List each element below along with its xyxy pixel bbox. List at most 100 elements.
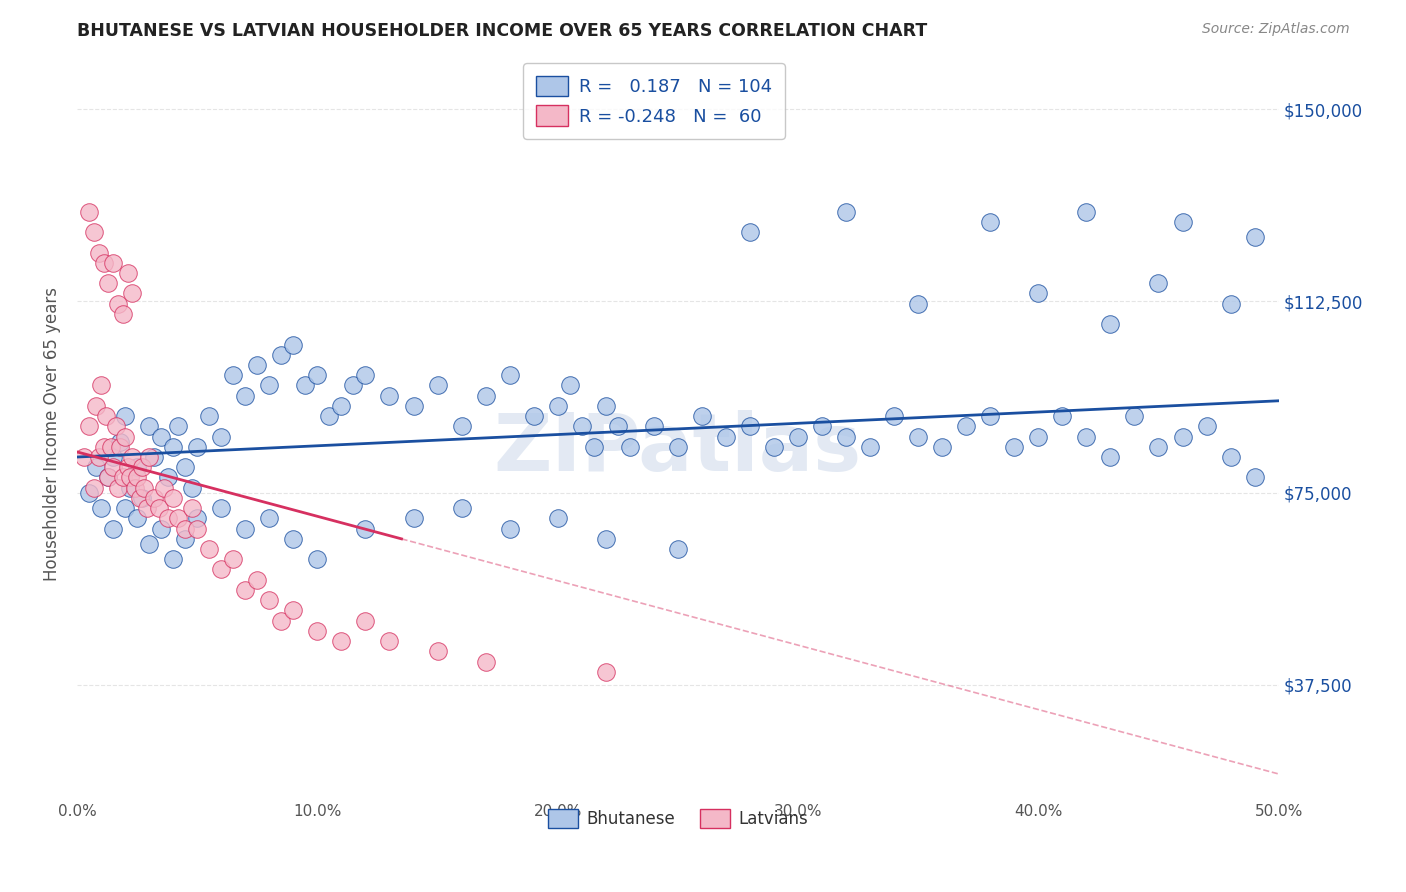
- Point: [77, 419, 100, 434]
- Point: [1195, 419, 1218, 434]
- Point: [619, 440, 641, 454]
- Point: [835, 429, 858, 443]
- Point: [378, 389, 401, 403]
- Point: [233, 582, 256, 597]
- Point: [110, 440, 132, 454]
- Point: [1171, 215, 1194, 229]
- Point: [283, 337, 305, 351]
- Point: [148, 501, 170, 516]
- Point: [1123, 409, 1146, 424]
- Point: [167, 419, 190, 434]
- Point: [690, 409, 713, 424]
- Point: [222, 368, 245, 383]
- Point: [186, 511, 208, 525]
- Point: [104, 419, 127, 434]
- Point: [83, 481, 105, 495]
- Point: [1171, 429, 1194, 443]
- Point: [979, 409, 1001, 424]
- Point: [107, 296, 129, 310]
- Point: [595, 532, 617, 546]
- Point: [100, 440, 122, 454]
- Point: [110, 434, 132, 449]
- Point: [474, 655, 496, 669]
- Point: [77, 204, 100, 219]
- Point: [138, 450, 160, 464]
- Point: [117, 460, 139, 475]
- Point: [150, 522, 173, 536]
- Point: [450, 501, 472, 516]
- Point: [143, 450, 166, 464]
- Point: [354, 368, 377, 383]
- Point: [738, 225, 761, 239]
- Point: [131, 460, 153, 475]
- Point: [283, 603, 305, 617]
- Point: [294, 378, 316, 392]
- Point: [1028, 286, 1050, 301]
- Point: [157, 511, 180, 525]
- Point: [498, 522, 520, 536]
- Point: [114, 429, 136, 443]
- Point: [131, 491, 153, 505]
- Point: [111, 307, 134, 321]
- Point: [107, 481, 129, 495]
- Point: [157, 470, 180, 484]
- Point: [101, 460, 124, 475]
- Point: [118, 481, 141, 495]
- Text: Source: ZipAtlas.com: Source: ZipAtlas.com: [1202, 22, 1350, 37]
- Point: [571, 419, 593, 434]
- Point: [1219, 450, 1241, 464]
- Point: [181, 481, 204, 495]
- Point: [1076, 429, 1098, 443]
- Text: BHUTANESE VS LATVIAN HOUSEHOLDER INCOME OVER 65 YEARS CORRELATION CHART: BHUTANESE VS LATVIAN HOUSEHOLDER INCOME …: [77, 22, 928, 40]
- Point: [1219, 296, 1241, 310]
- Point: [1147, 277, 1170, 291]
- Point: [209, 429, 232, 443]
- Point: [883, 409, 905, 424]
- Point: [666, 542, 689, 557]
- Point: [835, 204, 858, 219]
- Point: [87, 245, 110, 260]
- Point: [150, 429, 173, 443]
- Point: [198, 542, 221, 557]
- Point: [186, 522, 208, 536]
- Point: [77, 485, 100, 500]
- Point: [666, 440, 689, 454]
- Point: [859, 440, 882, 454]
- Point: [330, 634, 353, 648]
- Point: [162, 440, 184, 454]
- Point: [152, 481, 174, 495]
- Point: [738, 419, 761, 434]
- Point: [124, 481, 146, 495]
- Point: [307, 624, 329, 638]
- Point: [1052, 409, 1074, 424]
- Point: [402, 511, 425, 525]
- Point: [787, 429, 810, 443]
- Point: [97, 470, 120, 484]
- Point: [233, 522, 256, 536]
- Point: [174, 522, 197, 536]
- Point: [111, 470, 134, 484]
- Point: [93, 256, 115, 270]
- Point: [162, 491, 184, 505]
- Point: [134, 481, 156, 495]
- Point: [643, 419, 665, 434]
- Point: [118, 470, 141, 484]
- Point: [138, 419, 160, 434]
- Point: [547, 511, 569, 525]
- Point: [582, 440, 605, 454]
- Point: [270, 348, 292, 362]
- Text: ZIPatlas: ZIPatlas: [494, 409, 862, 488]
- Point: [762, 440, 785, 454]
- Point: [474, 389, 496, 403]
- Point: [714, 429, 737, 443]
- Point: [1076, 204, 1098, 219]
- Point: [73, 450, 96, 464]
- Point: [209, 501, 232, 516]
- Point: [1099, 317, 1122, 331]
- Point: [246, 358, 269, 372]
- Point: [318, 409, 340, 424]
- Point: [270, 614, 292, 628]
- Point: [167, 511, 190, 525]
- Point: [101, 450, 124, 464]
- Point: [1243, 470, 1265, 484]
